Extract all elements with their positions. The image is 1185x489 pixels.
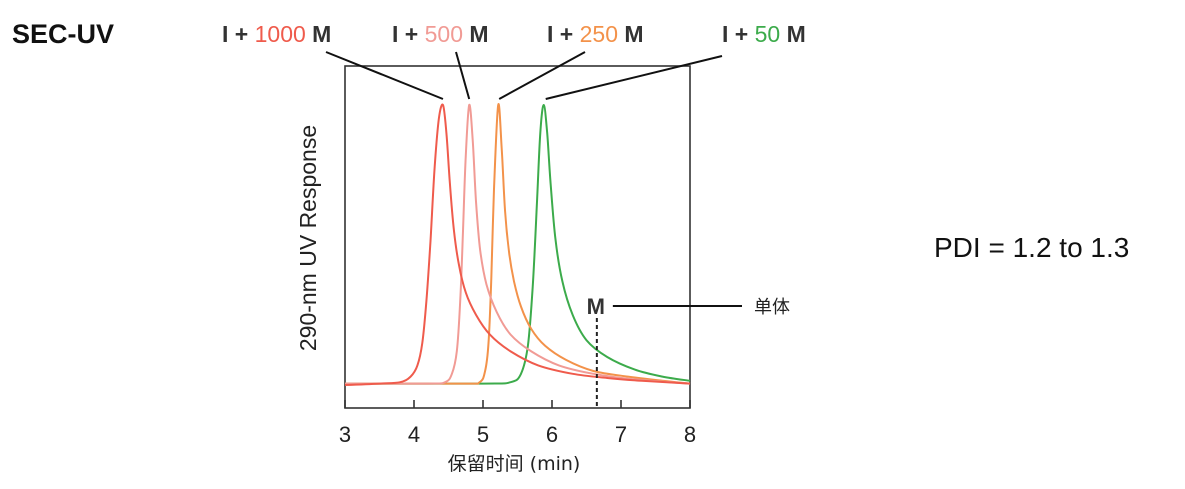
series-label-number: 250 xyxy=(580,21,618,47)
plot-frame xyxy=(344,65,691,409)
y-axis-label: 290-nm UV Response xyxy=(295,125,321,351)
x-axis-ticks xyxy=(344,400,691,408)
monomer-label: M xyxy=(587,294,605,319)
series-label-suffix: M xyxy=(780,21,806,47)
pdi-annotation: PDI = 1.2 to 1.3 xyxy=(934,232,1129,263)
series-label-number: 500 xyxy=(425,21,463,47)
series-label-prefix: I + xyxy=(722,21,755,47)
x-tick-label: 7 xyxy=(615,422,627,447)
leader-line-50 xyxy=(545,55,723,100)
series-line-500 xyxy=(344,103,691,385)
series-line-1000 xyxy=(344,103,691,386)
x-tick-label: 6 xyxy=(546,422,558,447)
leader-lines xyxy=(325,51,723,100)
x-tick-label: 8 xyxy=(684,422,696,447)
series-label-prefix: I + xyxy=(547,21,580,47)
monomer-text: 单体 xyxy=(754,297,790,318)
series-label-prefix: I + xyxy=(222,21,255,47)
monomer-annotation: M 单体 xyxy=(587,294,790,408)
series-label-50: I + 50 M xyxy=(722,21,806,47)
x-tick-label: 3 xyxy=(339,422,351,447)
series-label-suffix: M xyxy=(306,21,332,47)
series-line-250 xyxy=(344,103,691,385)
series-label-suffix: M xyxy=(463,21,489,47)
x-axis-label: 保留时间 (min) xyxy=(448,453,581,475)
series-label-500: I + 500 M xyxy=(392,21,489,47)
chart-heading: SEC-UV xyxy=(12,19,114,49)
x-axis-tick-labels: 3 4 5 6 7 8 xyxy=(339,422,696,447)
series-line-50 xyxy=(344,104,691,385)
series-label-suffix: M xyxy=(618,21,644,47)
x-tick-label: 5 xyxy=(477,422,489,447)
leader-line-500 xyxy=(455,51,471,100)
leader-line-250 xyxy=(498,51,586,100)
series-lines xyxy=(344,103,691,386)
series-label-number: 1000 xyxy=(255,21,306,47)
series-label-250: I + 250 M xyxy=(547,21,644,47)
series-label-number: 50 xyxy=(755,21,781,47)
leader-line-1000 xyxy=(325,51,444,100)
x-tick-label: 4 xyxy=(408,422,420,447)
series-label-prefix: I + xyxy=(392,21,425,47)
series-label-1000: I + 1000 M xyxy=(222,21,331,47)
